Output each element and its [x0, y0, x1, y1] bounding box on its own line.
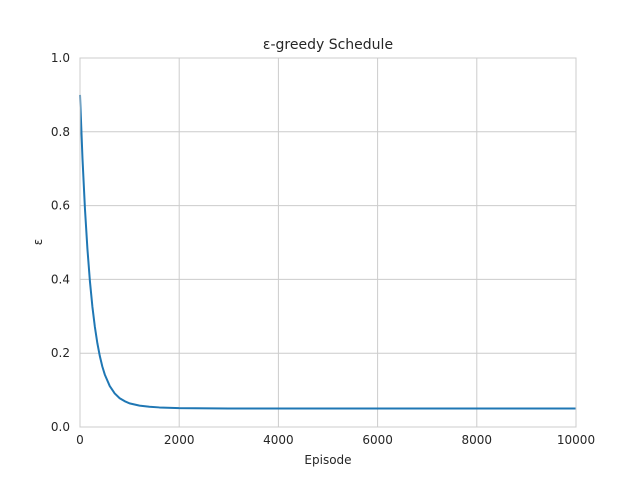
y-axis-label: ε: [31, 239, 45, 246]
plot-background: [80, 58, 576, 427]
x-tick-label: 0: [76, 433, 84, 447]
y-tick-label: 0.6: [51, 199, 70, 213]
y-tick-label: 1.0: [51, 51, 70, 65]
x-axis-label: Episode: [304, 453, 351, 467]
chart-title: ε-greedy Schedule: [263, 37, 393, 53]
y-tick-label: 0.4: [51, 272, 70, 286]
x-tick-label: 10000: [557, 433, 595, 447]
x-tick-labels: 0 2000 4000 6000 8000 10000: [76, 433, 595, 447]
x-tick-label: 2000: [164, 433, 195, 447]
x-tick-label: 6000: [362, 433, 393, 447]
series-line: [79, 94, 576, 410]
x-tick-label: 8000: [462, 433, 493, 447]
y-tick-label: 0.8: [51, 125, 70, 139]
plot-frame: [79, 57, 577, 428]
y-tick-labels: 0.0 0.2 0.4 0.6 0.8 1.0: [51, 51, 70, 434]
series-layer: [79, 94, 576, 410]
y-tick-label: 0.2: [51, 346, 70, 360]
x-tick-label: 4000: [263, 433, 294, 447]
y-tick-label: 0.0: [51, 420, 70, 434]
